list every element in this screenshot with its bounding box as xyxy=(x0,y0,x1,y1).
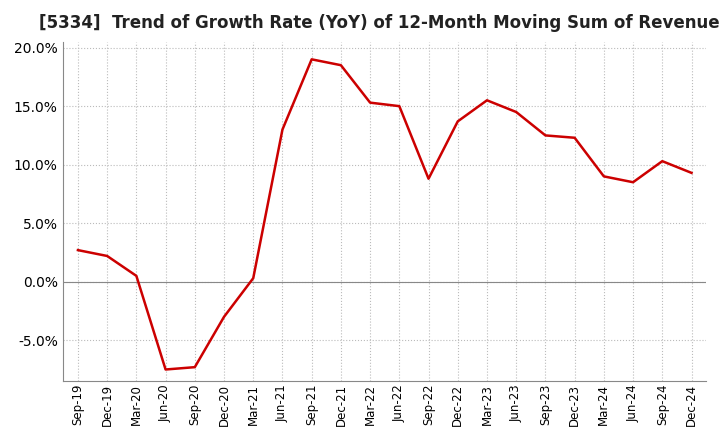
Title: [5334]  Trend of Growth Rate (YoY) of 12-Month Moving Sum of Revenues: [5334] Trend of Growth Rate (YoY) of 12-… xyxy=(40,14,720,32)
